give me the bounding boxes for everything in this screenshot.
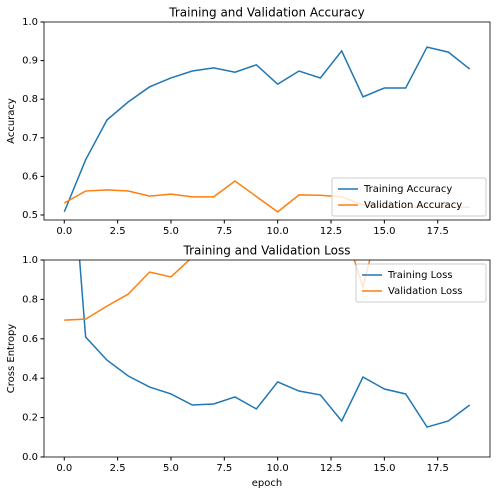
y-tick-label: 1.0 [22, 17, 38, 28]
x-tick-label: 10.0 [267, 463, 289, 474]
y-tick-label: 0.6 [22, 334, 38, 345]
y-tick-label: 0.4 [22, 373, 38, 384]
x-tick-label: 17.5 [427, 226, 449, 237]
x-tick-label: 0.0 [56, 226, 72, 237]
axes-frame [43, 259, 491, 458]
y-tick-label: 0.7 [22, 133, 38, 144]
x-tick-label: 12.5 [320, 463, 342, 474]
legend-label: Training Loss [387, 270, 453, 281]
x-tick-label: 5.0 [163, 463, 179, 474]
legend-label: Training Accuracy [363, 184, 452, 195]
x-tick-label: 7.5 [216, 226, 232, 237]
x-tick-label: 15.0 [373, 463, 395, 474]
series-line [78, 260, 471, 428]
plot-area [64, 260, 471, 428]
y-tick-label: 1.0 [22, 255, 38, 266]
y-tick-label: 0.5 [22, 210, 38, 221]
x-tick-label: 12.5 [320, 226, 342, 237]
legend-label: Validation Loss [388, 286, 463, 297]
y-tick-label: 0.6 [22, 171, 38, 182]
y-tick-label: 0.8 [22, 94, 38, 105]
series-line [63, 46, 471, 213]
x-tick-label: 17.5 [427, 463, 449, 474]
chart-title: Training and Validation Accuracy [168, 6, 364, 20]
y-tick-label: 0.2 [22, 413, 38, 424]
y-tick-label: 0.9 [22, 56, 38, 67]
axes-frame [43, 21, 491, 221]
x-tick-label: 0.0 [56, 463, 72, 474]
x-tick-label: 15.0 [373, 226, 395, 237]
x-axis-label: epoch [252, 478, 282, 489]
y-axis-label: Accuracy [6, 98, 17, 144]
y-axis-label: Cross Entropy [6, 324, 17, 394]
x-tick-label: 2.5 [110, 226, 126, 237]
chart-title: Training and Validation Loss [183, 244, 351, 258]
x-tick-label: 2.5 [110, 463, 126, 474]
x-tick-label: 7.5 [216, 463, 232, 474]
series-line [64, 260, 371, 321]
x-tick-label: 5.0 [163, 226, 179, 237]
legend-box [355, 263, 487, 303]
legend-box [331, 177, 487, 217]
y-tick-label: 0.8 [22, 294, 38, 305]
x-tick-label: 10.0 [267, 226, 289, 237]
legend-label: Validation Accuracy [364, 200, 462, 211]
y-tick-label: 0.0 [22, 452, 38, 463]
